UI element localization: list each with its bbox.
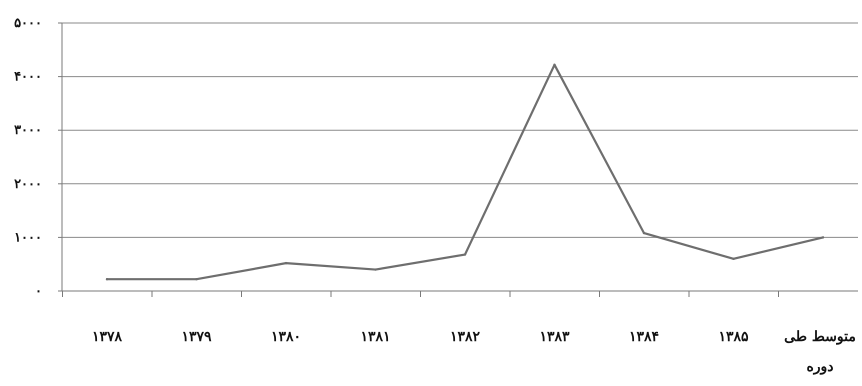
x-tick-label-0: ۱۳۷۸ <box>92 329 123 345</box>
y-tick-label-1: ۱۰۰۰ <box>14 230 42 245</box>
data-point-0-6 <box>642 231 646 235</box>
x-tick-label-8-line-1: دوره <box>806 359 833 375</box>
data-point-0-3 <box>374 268 377 271</box>
data-point-0-8 <box>821 236 825 239</box>
data-point-0-2 <box>284 261 288 265</box>
x-tick-label-5: ۱۳۸۳ <box>539 329 570 345</box>
x-tick-label-7: ۱۳۸۵ <box>718 329 749 345</box>
x-tick-label-4: ۱۳۸۲ <box>450 329 481 345</box>
data-point-0-0 <box>105 278 109 281</box>
series-line-0 <box>105 63 825 281</box>
x-tick-label-1: ۱۳۷۹ <box>181 329 212 345</box>
data-point-0-4 <box>463 253 467 256</box>
x-tick-label-8-line-0: متوسط طی <box>784 329 856 345</box>
y-tick-label-0: ۰ <box>35 284 42 299</box>
data-point-0-5 <box>553 63 556 67</box>
y-tick-label-5: ۵۰۰۰ <box>14 16 42 31</box>
y-tick-label-2: ۲۰۰۰ <box>14 177 42 192</box>
x-tick-label-3: ۱۳۸۱ <box>360 329 390 345</box>
y-tick-label-4: ۴۰۰۰ <box>14 70 42 85</box>
y-tick-label-3: ۳۰۰۰ <box>14 123 42 138</box>
data-point-0-7 <box>732 257 735 261</box>
data-point-0-1 <box>195 278 198 281</box>
x-tick-label-2: ۱۳۸۰ <box>271 329 301 345</box>
x-tick-label-6: ۱۳۸۴ <box>629 329 659 345</box>
